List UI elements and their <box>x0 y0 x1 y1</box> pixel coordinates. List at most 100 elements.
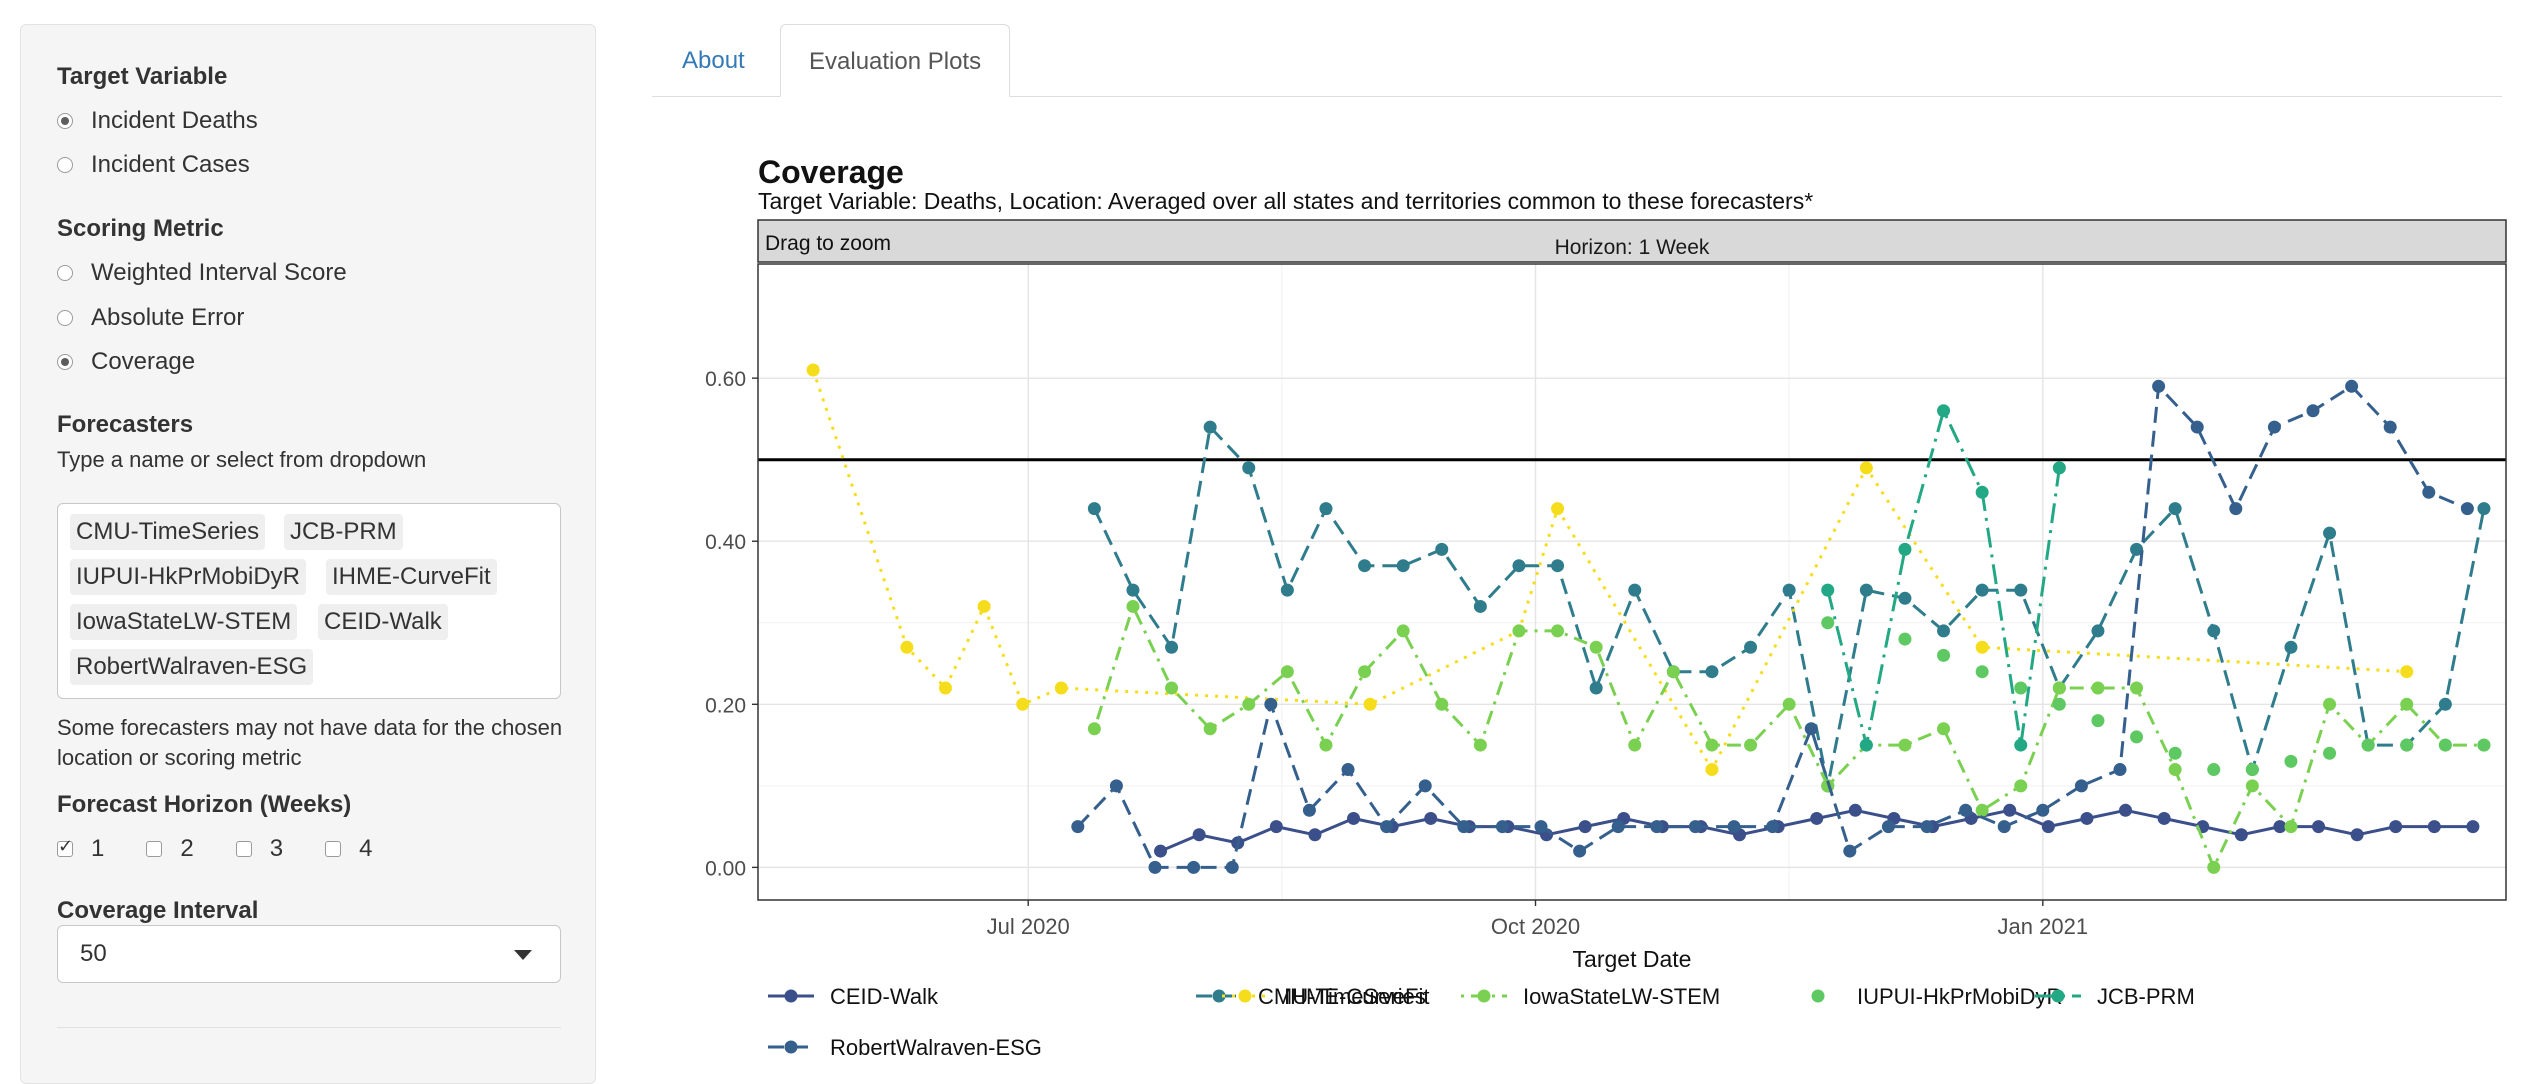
data-point-cmu-timeseries <box>1937 624 1951 638</box>
data-point-ceid-walk <box>1578 820 1592 834</box>
data-point-robertwalraven-esg <box>1959 803 1973 817</box>
data-point-iowastatelw-stem <box>1358 665 1372 679</box>
radio-absolute-error[interactable]: Absolute Error <box>57 304 244 332</box>
data-point-robertwalraven-esg <box>2113 763 2127 777</box>
data-point-iupui-hkprmobidyr <box>2400 738 2414 752</box>
checkbox-label: 3 <box>269 835 284 862</box>
facet-strip <box>757 219 2507 263</box>
data-point-robertwalraven-esg <box>1225 860 1239 874</box>
data-point-robertwalraven-esg <box>1418 779 1432 793</box>
chip-robertwalraven-esg[interactable]: RobertWalraven-ESG <box>70 649 314 685</box>
data-point-cmu-timeseries <box>1744 640 1758 654</box>
data-point-robertwalraven-esg <box>1650 820 1664 834</box>
data-point-robertwalraven-esg <box>1264 697 1278 711</box>
data-point-cmu-timeseries <box>1165 640 1179 654</box>
data-point-iowastatelw-stem <box>2052 681 2066 695</box>
data-point-robertwalraven-esg <box>1380 820 1394 834</box>
data-point-iupui-hkprmobidyr <box>2323 746 2337 760</box>
data-point-ihme-curvefit <box>938 681 952 695</box>
data-point-cmu-timeseries <box>1512 559 1526 573</box>
checkbox-label: 2 <box>180 835 194 862</box>
data-point-robertwalraven-esg <box>2190 420 2204 434</box>
data-point-ihme-curvefit <box>977 599 991 613</box>
data-point-cmu-timeseries <box>1551 559 1565 573</box>
radio-button[interactable] <box>57 354 73 370</box>
data-point-ceid-walk <box>2312 820 2326 834</box>
data-point-iowastatelw-stem <box>2245 779 2259 793</box>
data-point-cmu-timeseries <box>2091 624 2105 638</box>
data-point-iowastatelw-stem <box>2130 681 2144 695</box>
data-point-iupui-hkprmobidyr <box>1821 616 1835 630</box>
data-point-robertwalraven-esg <box>2422 485 2436 499</box>
x-tick-label: Jul 2020 <box>987 914 1070 939</box>
data-point-cmu-timeseries <box>2207 624 2221 638</box>
data-point-iowastatelw-stem <box>1396 624 1410 638</box>
chip-jcb-prm[interactable]: JCB-PRM <box>284 514 403 550</box>
data-point-cmu-timeseries <box>1628 583 1642 597</box>
data-point-cmu-timeseries <box>1898 591 1912 605</box>
coverage-interval-select[interactable]: 50 <box>57 925 561 983</box>
data-point-iowastatelw-stem <box>1744 738 1758 752</box>
coverage-interval-heading: Coverage Interval <box>57 897 259 924</box>
radio-button[interactable] <box>57 265 73 281</box>
data-point-iupui-hkprmobidyr <box>2168 746 2182 760</box>
legend-label-iowastatelw-stem: IowaStateLW-STEM <box>1523 984 1720 1009</box>
data-point-robertwalraven-esg <box>2229 502 2243 516</box>
radio-incident-cases[interactable]: Incident Cases <box>57 151 250 179</box>
checkbox-horizon-2[interactable] <box>146 841 163 857</box>
data-point-cmu-timeseries <box>1473 599 1487 613</box>
data-point-robertwalraven-esg <box>1881 820 1895 834</box>
chip-iowastatelw-stem[interactable]: IowaStateLW-STEM <box>70 604 298 640</box>
data-point-ceid-walk <box>2041 820 2055 834</box>
data-point-iowastatelw-stem <box>1126 599 1140 613</box>
checkbox-horizon-1[interactable] <box>57 836 73 857</box>
radio-button[interactable] <box>57 157 73 173</box>
forecasters-multiselect[interactable]: CMU-TimeSeries JCB-PRM IUPUI-HkPrMobiDyR… <box>57 503 561 699</box>
radio-incident-deaths[interactable]: Incident Deaths <box>57 107 258 135</box>
data-point-cmu-timeseries <box>2477 502 2491 516</box>
tab-about[interactable]: About <box>682 47 745 74</box>
data-point-ceid-walk <box>1192 828 1206 842</box>
data-point-ceid-walk <box>1308 828 1322 842</box>
data-point-ihme-curvefit <box>1363 697 1377 711</box>
chip-iupui-hkprmobidyr[interactable]: IUPUI-HkPrMobiDyR <box>70 559 307 595</box>
data-point-robertwalraven-esg <box>1071 820 1085 834</box>
data-point-cmu-timeseries <box>1589 681 1603 695</box>
checkbox-horizon-4[interactable] <box>325 841 342 857</box>
chip-ihme-curvefit[interactable]: IHME-CurveFit <box>326 559 497 595</box>
chip-ceid-walk[interactable]: CEID-Walk <box>318 604 448 640</box>
radio-label: Incident Deaths <box>91 107 258 134</box>
data-point-ihme-curvefit <box>900 640 914 654</box>
checkbox-horizon-3[interactable] <box>235 841 252 857</box>
data-point-robertwalraven-esg <box>1187 860 1201 874</box>
radio-button[interactable] <box>57 113 73 129</box>
data-point-robertwalraven-esg <box>1997 820 2011 834</box>
data-point-robertwalraven-esg <box>1457 820 1471 834</box>
legend-label-jcb-prm: JCB-PRM <box>2097 984 2195 1009</box>
data-point-ceid-walk <box>2234 828 2248 842</box>
data-point-iupui-hkprmobidyr <box>1937 648 1951 662</box>
data-point-cmu-timeseries <box>1087 502 1101 516</box>
y-tick-label: 0.00 <box>705 857 746 880</box>
data-point-jcb-prm <box>1937 404 1951 418</box>
data-point-robertwalraven-esg <box>1727 820 1741 834</box>
data-point-cmu-timeseries <box>2284 640 2298 654</box>
radio-weighted-interval-score[interactable]: Weighted Interval Score <box>57 259 347 287</box>
data-point-iupui-hkprmobidyr <box>2361 738 2375 752</box>
data-point-robertwalraven-esg <box>1109 779 1123 793</box>
legend-key-point-iowastatelw-stem <box>1477 989 1491 1003</box>
data-point-jcb-prm <box>1975 485 1989 499</box>
data-point-iowastatelw-stem <box>2168 763 2182 777</box>
data-point-iowastatelw-stem <box>2400 697 2414 711</box>
data-point-ceid-walk <box>1347 811 1361 825</box>
data-point-cmu-timeseries <box>1705 665 1719 679</box>
tabs-divider <box>652 96 2502 97</box>
data-point-cmu-timeseries <box>1358 559 1372 573</box>
radio-button[interactable] <box>57 310 73 326</box>
drag-to-zoom-hint: Drag to zoom <box>765 232 891 255</box>
radio-coverage[interactable]: Coverage <box>57 348 195 376</box>
chip-cmu-timeseries[interactable]: CMU-TimeSeries <box>70 514 266 550</box>
data-point-cmu-timeseries <box>2168 502 2182 516</box>
tab-evaluation-plots[interactable]: Evaluation Plots <box>780 24 1011 97</box>
